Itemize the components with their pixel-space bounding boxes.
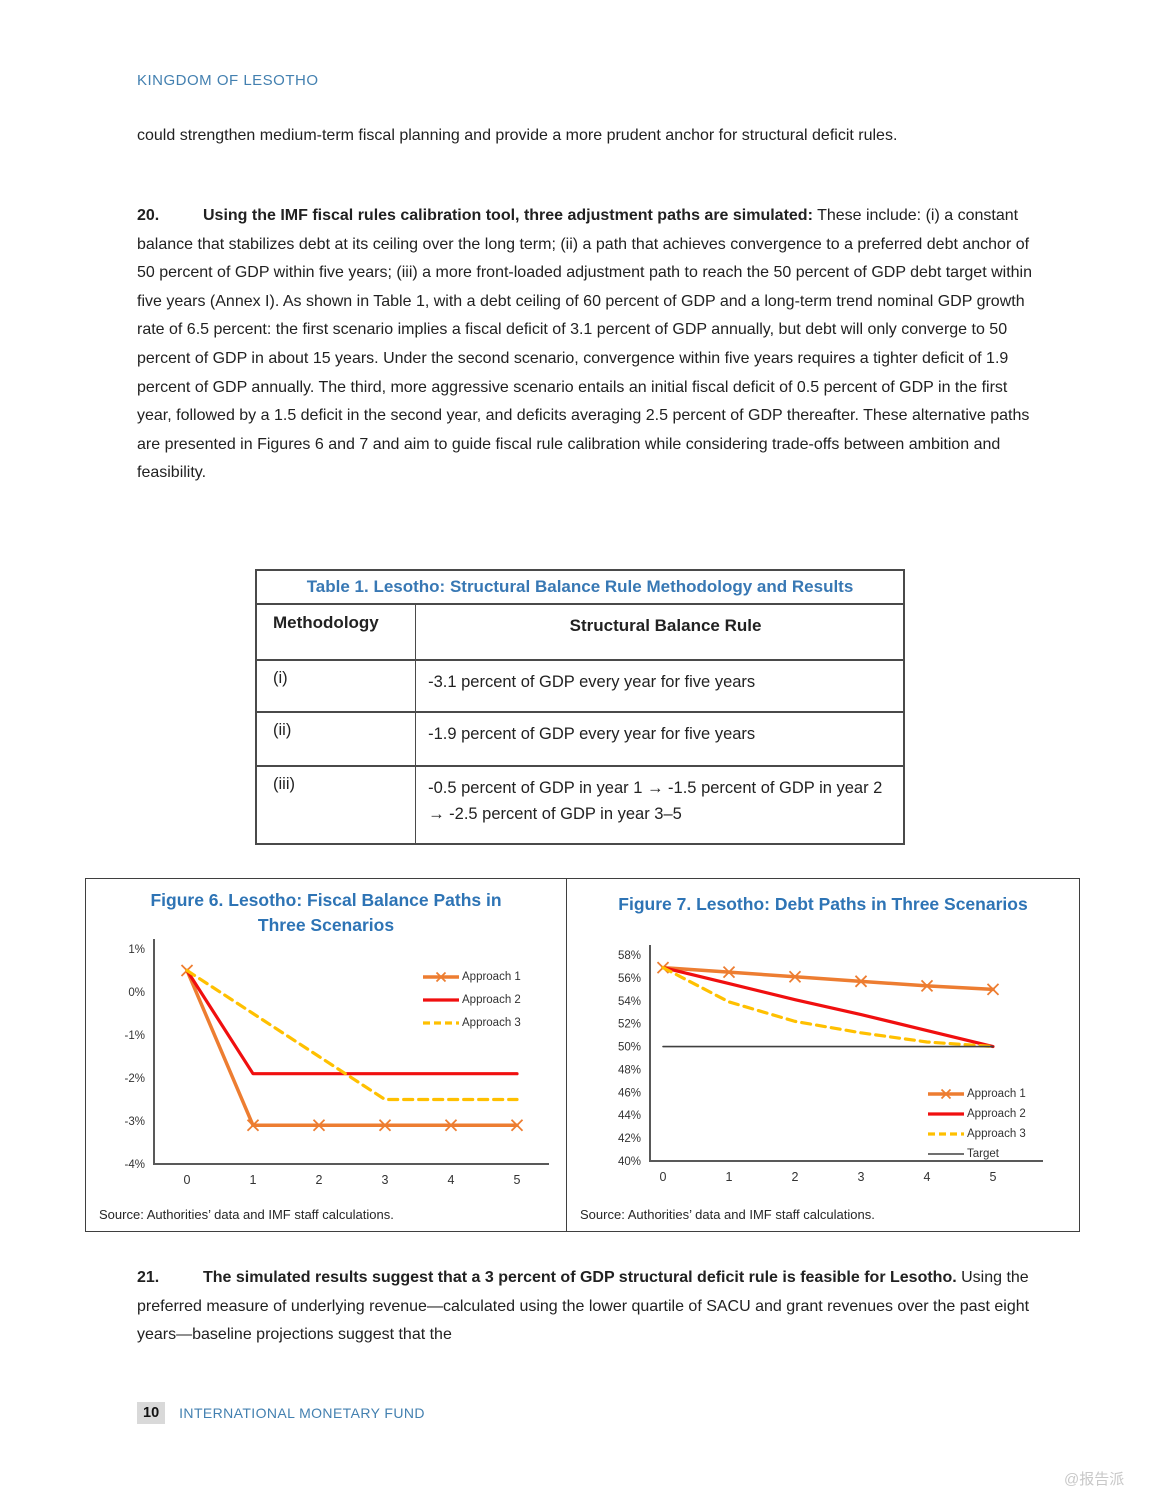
legend-label: Approach 2 bbox=[967, 1108, 1026, 1120]
svg-text:40%: 40% bbox=[618, 1156, 641, 1168]
svg-text:-4%: -4% bbox=[125, 1159, 145, 1171]
svg-text:0%: 0% bbox=[128, 987, 145, 999]
legend-label: Approach 3 bbox=[967, 1128, 1026, 1140]
svg-text:58%: 58% bbox=[618, 950, 641, 962]
legend-line-swatch bbox=[928, 1112, 964, 1116]
watermark: @报告派 bbox=[1064, 1471, 1125, 1488]
svg-text:44%: 44% bbox=[618, 1110, 641, 1122]
svg-text:0: 0 bbox=[184, 1173, 191, 1187]
legend-item: Approach 1 bbox=[927, 1084, 1026, 1104]
legend-line-swatch bbox=[423, 971, 459, 982]
svg-text:54%: 54% bbox=[618, 996, 641, 1008]
svg-text:5: 5 bbox=[990, 1170, 997, 1184]
svg-text:5: 5 bbox=[514, 1173, 521, 1187]
svg-text:56%: 56% bbox=[618, 973, 641, 985]
figure-6-line-chart: 1% 0% -1% -2% -3% -4% 0 1 2 3 4 5 bbox=[125, 939, 549, 1187]
table-header-row: Methodology Structural Balance Rule bbox=[257, 605, 903, 661]
table-cell-rule: -0.5 percent of GDP in year 1 → -1.5 per… bbox=[428, 779, 883, 823]
svg-text:1: 1 bbox=[726, 1170, 733, 1184]
legend-line-swatch bbox=[928, 1132, 964, 1136]
legend-item: Approach 3 bbox=[422, 1011, 521, 1034]
footer-org-name: INTERNATIONAL MONETARY FUND bbox=[179, 1405, 425, 1421]
figure-7-title: Figure 7. Lesotho: Debt Paths in Three S… bbox=[618, 894, 1028, 914]
figures-row: Figure 6. Lesotho: Fiscal Balance Paths … bbox=[85, 878, 1080, 1232]
legend-item: Approach 2 bbox=[422, 988, 521, 1011]
svg-text:52%: 52% bbox=[618, 1019, 641, 1031]
svg-text:50%: 50% bbox=[618, 1042, 641, 1054]
svg-text:42%: 42% bbox=[618, 1133, 641, 1145]
paragraph-21-lead: The simulated results suggest that a 3 p… bbox=[203, 1269, 957, 1286]
svg-text:4: 4 bbox=[448, 1173, 455, 1187]
table-row: (i) -3.1 percent of GDP every year for f… bbox=[257, 661, 903, 713]
document-header: KINGDOM OF LESOTHO bbox=[137, 72, 319, 89]
figure-6-box: Figure 6. Lesotho: Fiscal Balance Paths … bbox=[85, 878, 567, 1232]
table-header-rule: Structural Balance Rule bbox=[569, 616, 762, 635]
svg-text:46%: 46% bbox=[618, 1087, 641, 1099]
figure-7-box: Figure 7. Lesotho: Debt Paths in Three S… bbox=[566, 878, 1080, 1232]
legend-item: Approach 3 bbox=[927, 1124, 1026, 1144]
page-footer: 10 INTERNATIONAL MONETARY FUND bbox=[137, 1402, 425, 1424]
paragraph-intro: could strengthen medium-term fiscal plan… bbox=[137, 127, 898, 144]
table-header-methodology: Methodology bbox=[257, 605, 417, 659]
table-grid: Methodology Structural Balance Rule (i) … bbox=[257, 605, 903, 843]
paragraph-21-number: 21. bbox=[137, 1269, 160, 1286]
table-structural-balance-rule: Table 1. Lesotho: Structural Balance Rul… bbox=[255, 569, 905, 845]
svg-text:-2%: -2% bbox=[125, 1073, 145, 1085]
table-cell-rule: -3.1 percent of GDP every year for five … bbox=[428, 673, 756, 691]
legend-line-swatch bbox=[423, 1020, 459, 1025]
legend-label: Approach 1 bbox=[967, 1088, 1026, 1100]
paragraph-20: 20. Using the IMF fiscal rules calibratio… bbox=[137, 202, 1042, 488]
paragraph-20-lead: Using the IMF fiscal rules calibration t… bbox=[203, 207, 813, 224]
legend-line-swatch bbox=[928, 1088, 964, 1100]
figure-6-legend: Approach 1 Approach 2 Approach 3 bbox=[422, 965, 521, 1034]
legend-item: Approach 1 bbox=[422, 965, 521, 988]
paragraph-20-body: These include: (i) a constant balance th… bbox=[137, 207, 1032, 482]
legend-label: Approach 1 bbox=[462, 970, 521, 983]
legend-item: Target bbox=[927, 1144, 1026, 1164]
svg-text:-1%: -1% bbox=[125, 1030, 145, 1042]
svg-text:48%: 48% bbox=[618, 1064, 641, 1076]
table-row: (ii) -1.9 percent of GDP every year for … bbox=[257, 713, 903, 767]
table-cell-methodology: (iii) bbox=[257, 767, 417, 843]
svg-text:2: 2 bbox=[792, 1170, 799, 1184]
svg-text:3: 3 bbox=[858, 1170, 865, 1184]
table-cell-methodology: (i) bbox=[257, 661, 417, 711]
svg-text:4: 4 bbox=[924, 1170, 931, 1184]
table-cell-rule: -1.9 percent of GDP every year for five … bbox=[428, 725, 756, 743]
paragraph-20-number: 20. bbox=[137, 207, 160, 224]
figure-7-source: Source: Authorities’ data and IMF staff … bbox=[580, 1207, 875, 1222]
figure-6-source: Source: Authorities’ data and IMF staff … bbox=[99, 1207, 394, 1222]
table-row: (iii) -0.5 percent of GDP in year 1 → -1… bbox=[257, 767, 903, 843]
legend-label: Approach 2 bbox=[462, 993, 521, 1006]
svg-text:1: 1 bbox=[250, 1173, 257, 1187]
figure-7-line-chart: 58% 56% 54% 52% 50% 48% 46% 44% 42% 40% 0 1 2 3 4 5 bbox=[618, 945, 1043, 1184]
paragraph-21-body: Using the preferred measure of underlyin… bbox=[137, 1269, 1030, 1344]
svg-text:-3%: -3% bbox=[125, 1116, 145, 1128]
svg-text:1%: 1% bbox=[128, 944, 145, 956]
table-cell-methodology: (ii) bbox=[257, 713, 417, 765]
legend-label: Target bbox=[967, 1148, 999, 1160]
svg-text:0: 0 bbox=[660, 1170, 667, 1184]
svg-text:3: 3 bbox=[382, 1173, 389, 1187]
paragraph-21: 21. The simulated results suggest that a … bbox=[137, 1264, 1042, 1350]
svg-text:2: 2 bbox=[316, 1173, 323, 1187]
page-number: 10 bbox=[137, 1402, 166, 1424]
legend-line-swatch bbox=[423, 997, 459, 1002]
legend-line-swatch bbox=[928, 1153, 964, 1155]
legend-item: Approach 2 bbox=[927, 1104, 1026, 1124]
table-title: Table 1. Lesotho: Structural Balance Rul… bbox=[257, 571, 903, 605]
figure-6-title: Figure 6. Lesotho: Fiscal Balance Paths … bbox=[150, 890, 502, 935]
legend-label: Approach 3 bbox=[462, 1016, 521, 1029]
figure-7-legend: Approach 1 Approach 2 Approach 3 Target bbox=[927, 1084, 1026, 1164]
